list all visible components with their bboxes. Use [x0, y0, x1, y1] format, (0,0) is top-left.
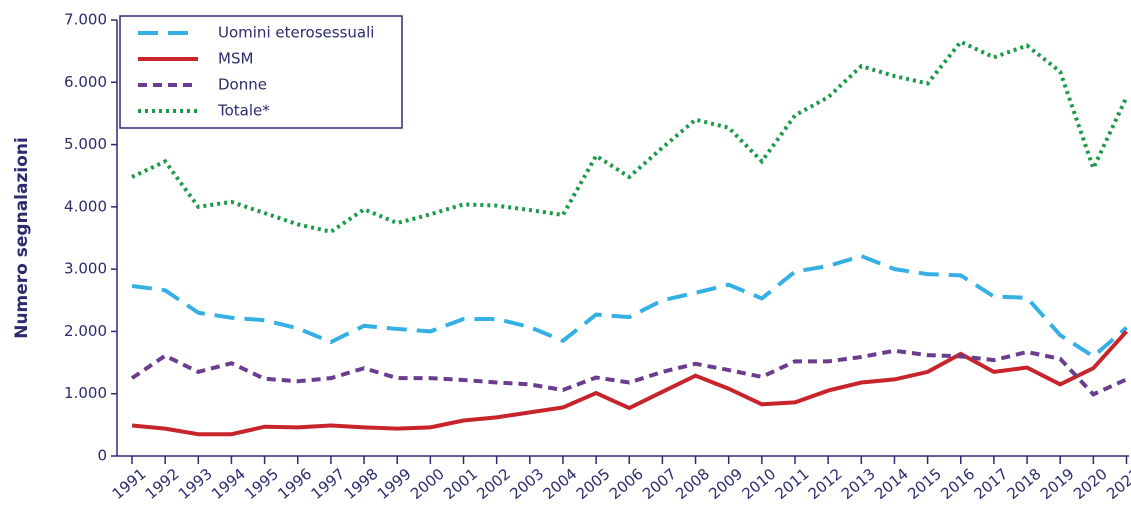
y-tick-label: 2.000: [64, 322, 107, 340]
x-tick-label: 1997: [308, 465, 349, 503]
x-tick-label: 2008: [672, 465, 713, 503]
x-tick-label: 2013: [838, 465, 879, 503]
y-tick-label: 0: [97, 447, 107, 465]
x-tick-label: 2018: [1004, 465, 1045, 503]
x-tick-label: 1999: [374, 465, 415, 503]
legend-label: MSM: [218, 50, 253, 68]
x-tick-label: 1993: [175, 465, 216, 503]
y-tick-label: 6.000: [64, 73, 107, 91]
line-series: [131, 330, 1128, 437]
x-tick-label: 2009: [705, 465, 746, 503]
line-series: [131, 253, 1128, 359]
x-tick-label: 2005: [573, 465, 614, 503]
y-tick-label: 7.000: [64, 11, 107, 29]
x-tick-label: 1992: [142, 465, 183, 503]
x-tick-label: 2012: [805, 465, 846, 503]
x-tick-label: 2004: [540, 465, 581, 503]
x-tick-label: 1996: [274, 465, 315, 503]
y-axis-label: Numero segnalazioni: [12, 137, 32, 339]
legend-label: Totale*: [217, 102, 270, 120]
x-tick-label: 2020: [1070, 465, 1111, 503]
y-tick-label: 4.000: [64, 197, 107, 215]
y-tick-label: 3.000: [64, 260, 107, 278]
x-tick-label: 2014: [871, 465, 912, 503]
x-tick-label: 2021: [1103, 465, 1131, 503]
legend-label: Uomini eterosessuali: [218, 24, 374, 42]
x-tick-label: 2016: [937, 465, 978, 503]
x-tick-label: 2007: [639, 465, 680, 503]
x-tick-label: 2017: [971, 465, 1012, 503]
x-tick-label: 2006: [606, 465, 647, 503]
line-series: [131, 39, 1129, 234]
x-tick-label: 1994: [208, 465, 249, 503]
x-tick-label: 2001: [440, 465, 481, 503]
x-tick-label: 2011: [772, 465, 813, 503]
x-tick-label: 2019: [1037, 465, 1078, 503]
x-tick-label: 2003: [506, 465, 547, 503]
y-tick-label: 5.000: [64, 135, 107, 153]
x-tick-label: 2002: [473, 465, 514, 503]
legend-label: Donne: [218, 76, 267, 94]
x-tick-label: 1998: [341, 465, 382, 503]
line-series: [130, 348, 1128, 397]
x-tick-label: 2010: [738, 465, 779, 503]
x-tick-label: 1995: [241, 465, 282, 503]
y-tick-label: 1.000: [64, 384, 107, 402]
x-tick-label: 2015: [904, 465, 945, 503]
x-tick-label: 1991: [109, 465, 150, 503]
x-tick-label: 2000: [407, 465, 448, 503]
